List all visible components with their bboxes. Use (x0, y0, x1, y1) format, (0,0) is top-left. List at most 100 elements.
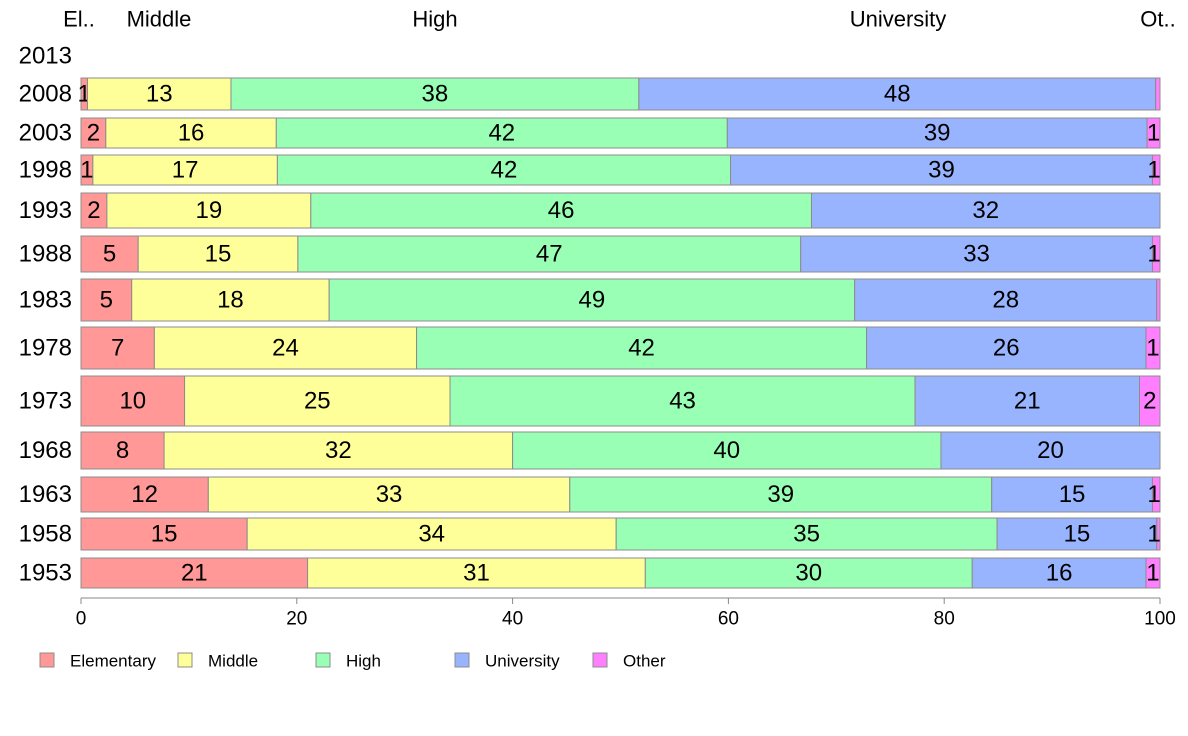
data-label: 21 (181, 560, 208, 587)
data-label: 39 (924, 120, 951, 147)
bar-segment (184, 375, 451, 427)
bar-segment (991, 476, 1153, 513)
bar-segment (328, 278, 856, 322)
data-label: 13 (146, 81, 173, 108)
data-label: 7 (111, 335, 124, 362)
data-label: 39 (928, 157, 955, 184)
bar-segment (106, 192, 312, 229)
bar-segment (86, 77, 232, 111)
legend-entry: University (485, 652, 560, 671)
data-label: 1 (1147, 521, 1160, 548)
bar-segment (638, 77, 1157, 111)
bar-segment (80, 192, 108, 229)
top-category-label: El.. (63, 7, 95, 32)
data-label: 25 (304, 388, 331, 415)
bar-segment (854, 278, 1158, 322)
bar-segment (416, 326, 868, 370)
bar-segment (1138, 375, 1161, 427)
bar-segment (105, 117, 277, 149)
data-label: 1 (1147, 157, 1160, 184)
x-tick-label: 0 (76, 609, 87, 630)
data-label: 1 (1146, 560, 1159, 587)
data-label: 42 (628, 335, 655, 362)
y-tick-label: 1963 (19, 481, 72, 508)
bar-segment (1145, 557, 1161, 589)
top-category-label: Middle (127, 7, 192, 32)
bar-segment (80, 235, 139, 273)
legend-entry: Other (623, 652, 666, 671)
bar-segment (1151, 235, 1161, 273)
bar-segment (163, 431, 514, 470)
y-tick-label: 2003 (19, 120, 72, 147)
data-label: 5 (100, 287, 113, 314)
data-label: 1 (1147, 241, 1160, 268)
bar-segment (92, 154, 278, 186)
bar-segment (310, 192, 812, 229)
data-label: 32 (325, 437, 352, 464)
legend-swatch (592, 652, 608, 668)
data-label: 20 (1037, 437, 1064, 464)
bar-segment (940, 431, 1161, 470)
data-label: 47 (536, 241, 563, 268)
y-tick-label: 1988 (19, 241, 72, 268)
data-label: 12 (131, 481, 158, 508)
bar-segment (800, 235, 1153, 273)
data-label: 24 (272, 335, 299, 362)
data-label: 15 (151, 521, 178, 548)
bar-segment (512, 431, 942, 470)
y-tick-label: 1983 (19, 287, 72, 314)
y-tick-label: 1953 (19, 560, 72, 587)
legend-swatch (454, 652, 470, 668)
bar-segment (569, 476, 993, 513)
legend-swatch (315, 652, 331, 668)
bar-segment (810, 192, 1161, 229)
bar-segment (1156, 278, 1161, 322)
y-tick-label: 1998 (19, 157, 72, 184)
bar-segment (80, 326, 155, 370)
data-label: 2 (87, 197, 100, 224)
bar-segment (80, 557, 309, 589)
data-label: 1 (1147, 481, 1160, 508)
data-label: 40 (713, 437, 740, 464)
y-tick-label: 2008 (19, 81, 72, 108)
x-tick-label: 20 (286, 609, 307, 630)
bar-segment (1151, 154, 1161, 186)
bar-segment (307, 557, 646, 589)
data-label: 28 (992, 287, 1019, 314)
data-label: 1 (1146, 335, 1159, 362)
bar-segment (297, 235, 802, 273)
bar-segment (276, 154, 732, 186)
y-tick-label: 1978 (19, 335, 72, 362)
bar-segment (80, 431, 165, 470)
x-tick-label: 100 (1144, 609, 1176, 630)
data-label: 5 (103, 241, 116, 268)
data-label: 33 (963, 241, 990, 268)
y-tick-label: 1993 (19, 197, 72, 224)
y-tick-label: 1968 (19, 437, 72, 464)
data-label: 16 (1046, 560, 1073, 587)
data-label: 17 (172, 157, 199, 184)
legend-entry: Middle (208, 652, 258, 671)
top-category-label: University (850, 7, 947, 32)
data-label: 43 (669, 388, 696, 415)
bar-segment (80, 375, 186, 427)
data-label: 38 (422, 81, 449, 108)
bar-segment (131, 278, 330, 322)
data-label: 21 (1014, 388, 1041, 415)
legend-swatch (39, 652, 55, 668)
bar-segment (449, 375, 916, 427)
data-label: 15 (1064, 521, 1091, 548)
data-label: 42 (488, 120, 515, 147)
data-label: 15 (1059, 481, 1086, 508)
bar-segment (1155, 77, 1161, 111)
x-tick-label: 40 (502, 609, 523, 630)
bar-segment (80, 117, 107, 149)
legend-entry: Elementary (70, 652, 156, 671)
data-label: 16 (178, 120, 205, 147)
bar-segment (1151, 476, 1161, 513)
data-label: 8 (116, 437, 129, 464)
bar-segment (1146, 117, 1161, 149)
data-label: 2 (87, 120, 100, 147)
bar-segment (207, 476, 571, 513)
data-label: 48 (884, 81, 911, 108)
